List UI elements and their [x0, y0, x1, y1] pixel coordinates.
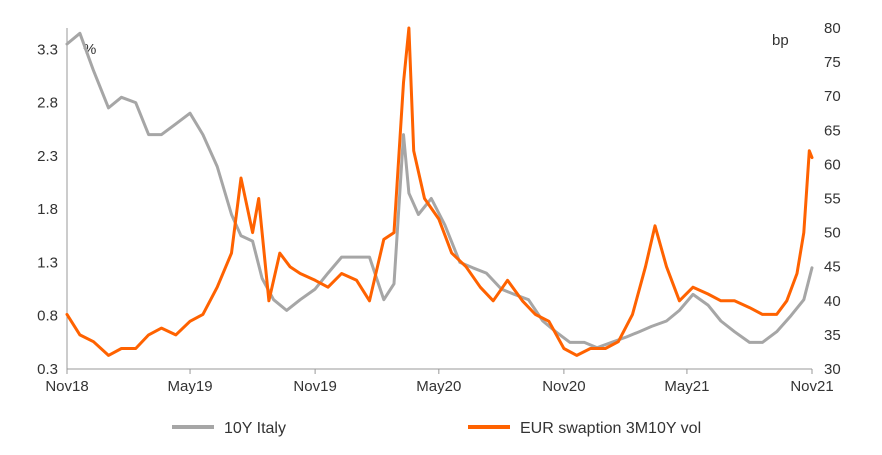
right-tick-label: 65 [824, 122, 841, 139]
right-tick-label: 80 [824, 20, 841, 37]
right-tick-label: 70 [824, 88, 841, 105]
left-tick-label: 3.3 [37, 41, 58, 58]
legend-label-10y-italy: 10Y Italy [224, 420, 286, 437]
right-unit-label: bp [772, 32, 789, 49]
series-line-eur-swaption-vol [65, 26, 814, 357]
right-tick-label: 50 [824, 225, 841, 242]
left-tick-label: 2.3 [37, 148, 58, 165]
right-axis-ticks: 30 35 40 45 50 55 60 65 70 75 80 [824, 20, 841, 378]
left-tick-label: 1.8 [37, 201, 58, 218]
right-tick-label: 55 [824, 191, 841, 208]
axes [66, 28, 812, 370]
x-tick-label: Nov19 [293, 378, 336, 395]
x-tick-label: May20 [416, 378, 461, 395]
right-tick-label: 60 [824, 156, 841, 173]
right-tick-label: 45 [824, 259, 841, 276]
x-axis-ticks: Nov18 May19 Nov19 May20 Nov20 May21 Nov21 [45, 369, 834, 395]
x-tick-label: Nov21 [790, 378, 833, 395]
legend-label-eur-swaption-vol: EUR swaption 3M10Y vol [520, 420, 701, 437]
x-tick-label: May21 [664, 378, 709, 395]
x-tick-label: May19 [168, 378, 213, 395]
right-tick-label: 40 [824, 293, 841, 310]
series-line-10y-italy [65, 31, 814, 350]
left-tick-label: 2.8 [37, 95, 58, 112]
right-tick-label: 30 [824, 361, 841, 378]
left-axis-ticks: 0.3 0.8 1.3 1.8 2.3 2.8 3.3 [37, 41, 58, 378]
right-tick-label: 35 [824, 327, 841, 344]
left-tick-label: 0.8 [37, 308, 58, 325]
left-tick-label: 0.3 [37, 361, 58, 378]
x-tick-label: Nov20 [542, 378, 585, 395]
legend: 10Y Italy EUR swaption 3M10Y vol [172, 420, 701, 437]
series-lines [65, 26, 814, 357]
left-tick-label: 1.3 [37, 254, 58, 271]
x-tick-label: Nov18 [45, 378, 88, 395]
right-tick-label: 75 [824, 54, 841, 71]
